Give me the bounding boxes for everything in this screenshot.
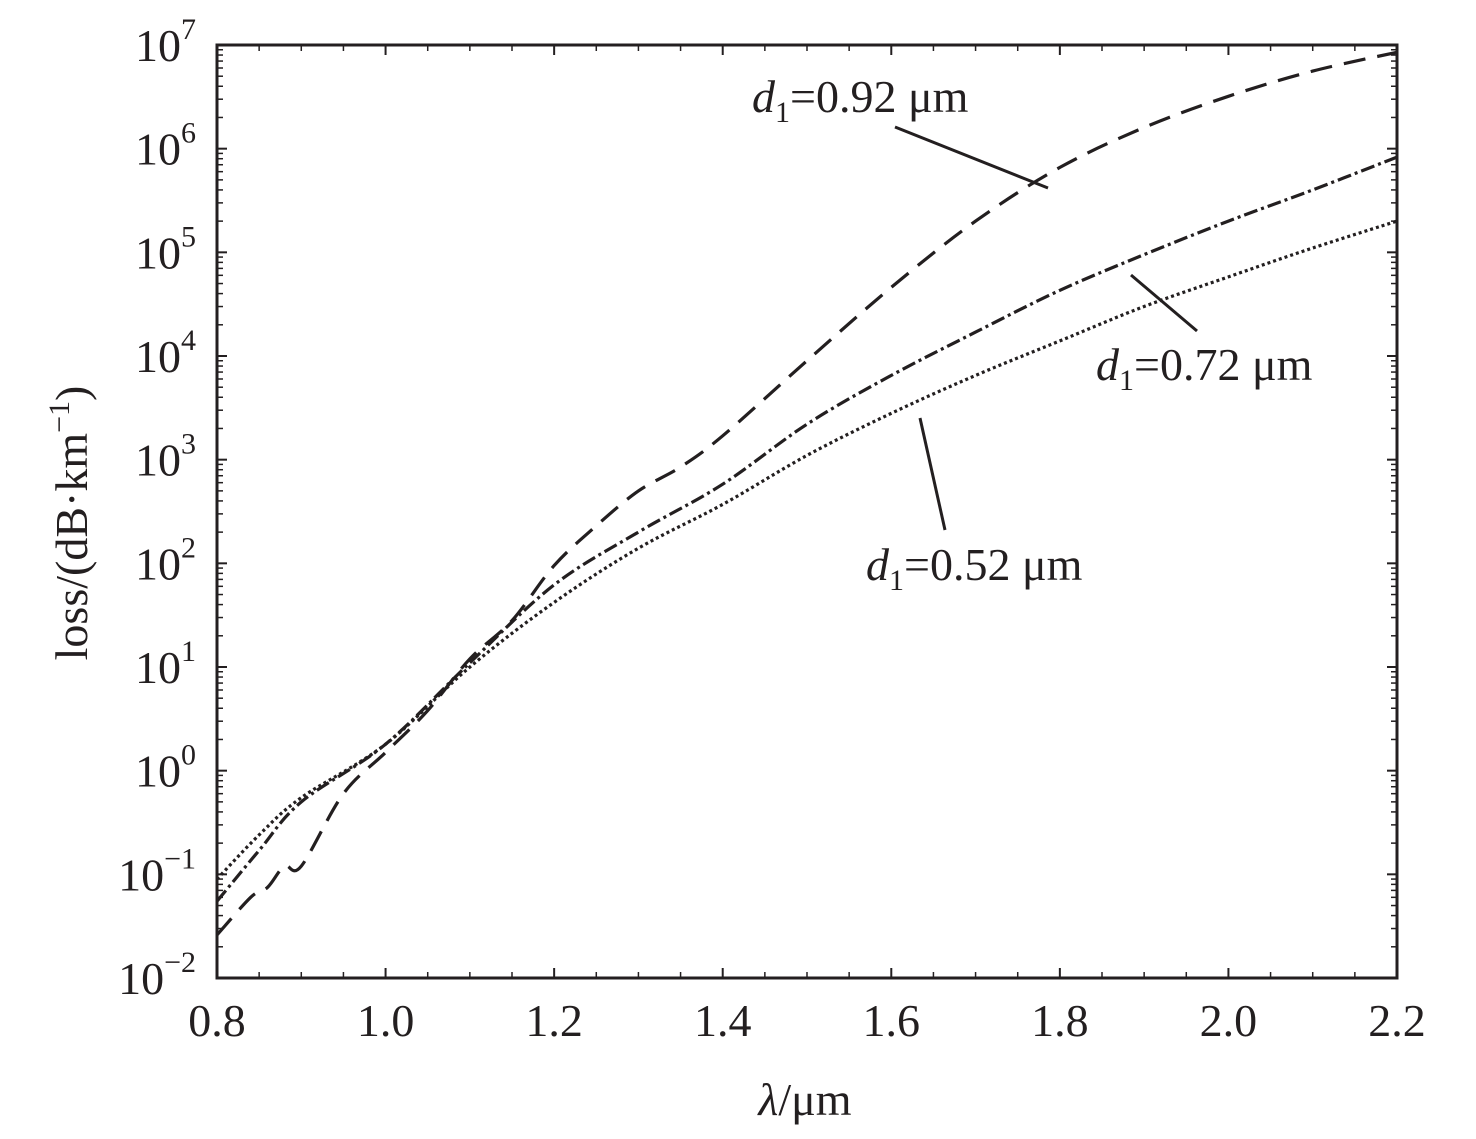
y-tick-base: 10 xyxy=(135,227,181,278)
y-tick-exp: 6 xyxy=(181,117,196,150)
y-tick-base: 10 xyxy=(135,642,181,693)
y-axis-label-suffix: ) xyxy=(46,386,97,401)
series-line-0 xyxy=(215,50,1398,937)
y-tick-base: 10 xyxy=(135,124,181,175)
y-tick-exp: 5 xyxy=(181,220,196,253)
y-tick-label: 10−1 xyxy=(118,842,196,900)
x-tick-label: 1.6 xyxy=(863,995,921,1046)
y-tick-base: 10 xyxy=(118,953,164,1004)
annotation-1: d1=0.72 μm xyxy=(1096,273,1313,397)
annotation-1-rest: =0.72 μm xyxy=(1134,339,1313,390)
y-tick-label: 107 xyxy=(135,13,196,71)
x-tick-label: 2.2 xyxy=(1368,995,1426,1046)
y-tick-base: 10 xyxy=(135,331,181,382)
y-tick-label: 105 xyxy=(135,220,196,278)
y-tick-label: 102 xyxy=(135,531,196,589)
x-tick-label: 2.0 xyxy=(1200,995,1258,1046)
y-tick-base: 10 xyxy=(135,746,181,797)
annotation-0-label: d1=0.92 μm xyxy=(752,71,969,129)
annotation-0-rest: =0.92 μm xyxy=(790,71,969,122)
y-tick-label: 10−2 xyxy=(118,946,196,1004)
x-tick-label: 1.4 xyxy=(694,995,752,1046)
annotation-2-label: d1=0.52 μm xyxy=(866,539,1083,597)
x-tick-label: 1.8 xyxy=(1031,995,1089,1046)
y-tick-exp: 0 xyxy=(181,739,196,772)
series-line-2 xyxy=(215,219,1398,881)
y-axis-label: loss/(dB·km−1) xyxy=(43,386,97,661)
y-tick-label: 100 xyxy=(135,739,196,797)
annotation-2-sub: 1 xyxy=(889,564,904,597)
y-tick-label: 103 xyxy=(135,428,196,486)
y-tick-exp: 7 xyxy=(181,13,196,46)
ticks-layer xyxy=(216,44,1398,979)
y-axis-label-exp: −1 xyxy=(43,401,76,433)
x-tick-label: 1.2 xyxy=(525,995,583,1046)
x-tick-label: 1.0 xyxy=(357,995,415,1046)
tick-labels-layer: 0.8 1.0 1.2 1.4 1.6 1.8 2.0 2.210−210−110010110… xyxy=(118,13,1426,1046)
y-tick-exp: −1 xyxy=(164,842,196,875)
y-tick-label: 104 xyxy=(135,324,196,382)
annotation-2-leader xyxy=(918,417,947,531)
y-axis-label-prefix: loss/(dB·km xyxy=(46,433,97,661)
x-axis-unit: /μm xyxy=(778,1074,851,1125)
annotation-1-leader xyxy=(1130,273,1198,333)
y-tick-base: 10 xyxy=(135,538,181,589)
series-line-1 xyxy=(215,155,1398,903)
y-tick-label: 106 xyxy=(135,117,196,175)
x-tick-label: 0.8 xyxy=(188,995,246,1046)
y-tick-exp: 4 xyxy=(181,324,196,357)
y-tick-exp: 1 xyxy=(181,635,196,668)
plot-frame xyxy=(215,43,1399,980)
annotation-2-rest: =0.52 μm xyxy=(904,539,1083,590)
x-axis-label: λ/μm xyxy=(756,1074,851,1125)
annotation-1-label: d1=0.72 μm xyxy=(1096,339,1313,397)
annotation-2-var: d xyxy=(866,539,890,590)
annotation-0-sub: 1 xyxy=(775,96,790,129)
annotation-0-var: d xyxy=(752,71,776,122)
series-layer xyxy=(215,50,1398,937)
y-tick-exp: −2 xyxy=(164,946,196,979)
annotation-0-leader xyxy=(894,125,1049,190)
annotation-1-var: d xyxy=(1096,339,1120,390)
annotation-2: d1=0.52 μm xyxy=(866,417,1083,597)
annotation-0: d1=0.92 μm xyxy=(752,71,1049,190)
y-tick-label: 101 xyxy=(135,635,196,693)
y-tick-exp: 3 xyxy=(181,428,196,461)
y-tick-exp: 2 xyxy=(181,531,196,564)
y-tick-base: 10 xyxy=(135,435,181,486)
y-tick-base: 10 xyxy=(118,849,164,900)
annotation-1-sub: 1 xyxy=(1119,364,1134,397)
x-axis-symbol: λ xyxy=(756,1074,778,1125)
y-tick-base: 10 xyxy=(135,20,181,71)
